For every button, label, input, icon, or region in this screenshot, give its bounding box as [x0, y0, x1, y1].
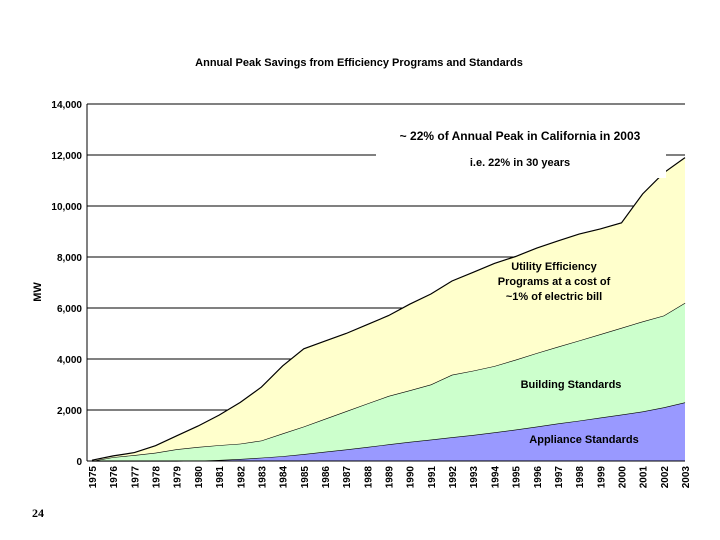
x-tick-label: 1997 [554, 466, 565, 489]
x-tick-label: 2002 [660, 466, 671, 489]
x-tick-label: 1978 [152, 466, 163, 489]
x-tick-label: 1996 [533, 466, 544, 489]
x-tick-label: 1993 [469, 466, 480, 489]
label-utility-programs-2: Programs at a cost of [498, 276, 611, 288]
annotation-22pct-peak: ~ 22% of Annual Peak in California in 20… [400, 129, 641, 143]
x-tick-label: 2003 [681, 466, 692, 489]
x-tick-label: 1982 [236, 466, 247, 489]
annotation-box-22pct [376, 126, 666, 178]
y-tick-label: 12,000 [51, 151, 82, 162]
x-tick-label: 1994 [490, 466, 501, 489]
x-tick-label: 1992 [448, 466, 459, 489]
x-tick-label: 2001 [639, 466, 650, 489]
x-tick-label: 1998 [575, 466, 586, 489]
x-tick-label: 1995 [512, 466, 523, 489]
area-series-2 [92, 157, 685, 461]
x-tick-label: 1991 [427, 466, 438, 489]
x-tick-labels: 1975 1976 1977 1978 1979 1980 1981 1982 1983 1984… [88, 466, 692, 489]
x-tick-label: 1979 [173, 466, 184, 489]
x-tick-label: 1989 [385, 466, 396, 489]
label-appliance-standards: Appliance Standards [529, 434, 638, 446]
x-tick-label: 1984 [279, 466, 290, 489]
label-utility-programs-3: ~1% of electric bill [506, 291, 602, 303]
x-tick-label: 1986 [321, 466, 332, 489]
x-tick-label: 1980 [194, 466, 205, 489]
y-tick-label: 0 [76, 457, 82, 468]
x-tick-label: 1983 [257, 466, 268, 489]
y-tick-label: 8,000 [57, 253, 82, 264]
chart-title: Annual Peak Savings from Efficiency Prog… [195, 57, 523, 69]
area-series-1 [92, 302, 685, 461]
x-tick-label: 1977 [130, 466, 141, 489]
label-building-standards: Building Standards [521, 379, 622, 391]
x-tick-label: 1987 [342, 466, 353, 489]
y-tick-labels: 0 2,000 4,000 6,000 8,000 10,000 12,000 14,000 [51, 100, 82, 468]
area-series-0 [92, 402, 685, 461]
x-tick-label: 1985 [300, 466, 311, 489]
x-tick-label: 1976 [109, 466, 120, 489]
y-axis-label: MW [32, 282, 44, 302]
x-tick-label: 2000 [617, 466, 628, 489]
x-tick-label: 1981 [215, 466, 226, 489]
x-tick-label: 1990 [406, 466, 417, 489]
label-utility-programs-1: Utility Efficiency [511, 261, 597, 273]
annotation-22pct-years: i.e. 22% in 30 years [470, 157, 570, 169]
x-tick-label: 1999 [596, 466, 607, 489]
area-layer [91, 157, 686, 462]
y-tick-label: 6,000 [57, 304, 82, 315]
y-tick-label: 4,000 [57, 355, 82, 366]
y-tick-label: 2,000 [57, 406, 82, 417]
y-tick-label: 10,000 [51, 202, 82, 213]
area-series-line-2 [91, 157, 686, 461]
page-number: 24 [32, 506, 44, 520]
x-tick-label: 1988 [363, 466, 374, 489]
x-tick-label: 1975 [88, 466, 99, 489]
y-tick-label: 14,000 [51, 100, 82, 111]
